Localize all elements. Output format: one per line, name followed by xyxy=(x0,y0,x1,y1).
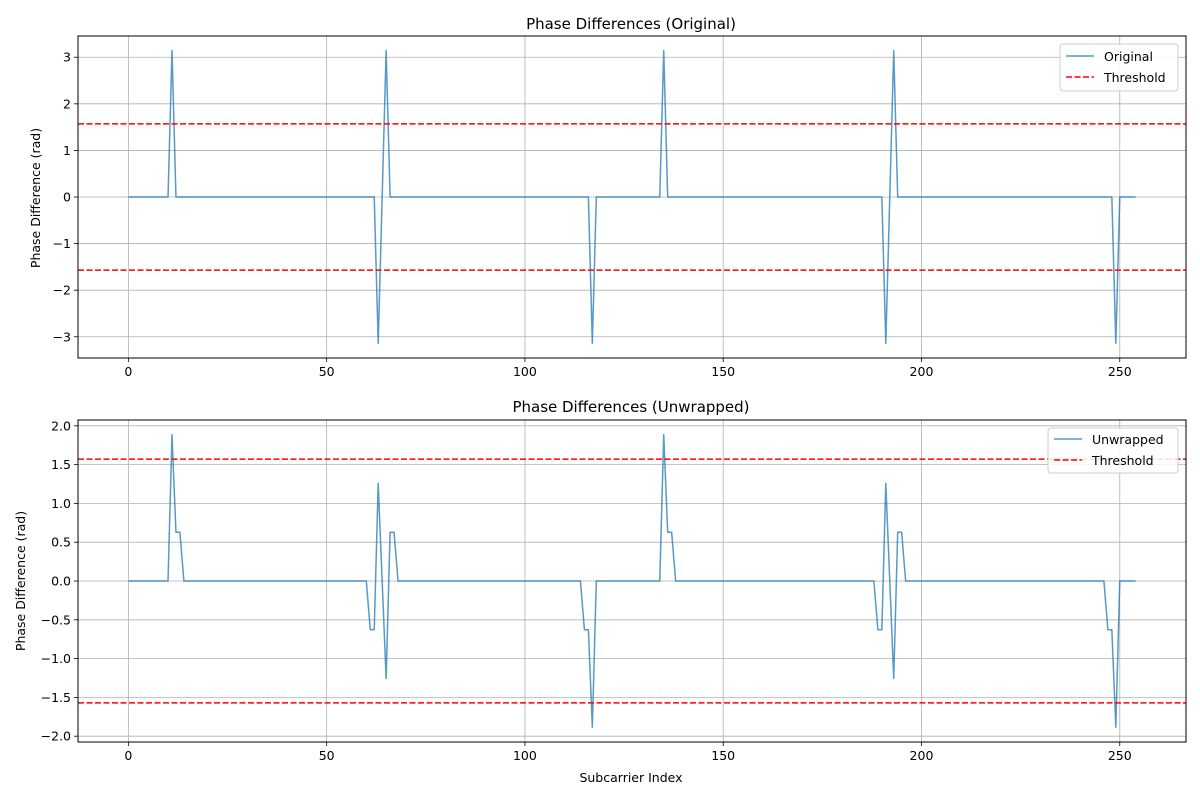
legend-entry-label: Threshold xyxy=(1103,70,1166,85)
y-tick-label: −2 xyxy=(53,283,71,298)
y-tick-label: 1 xyxy=(63,143,71,158)
x-tick-label: 100 xyxy=(513,748,537,763)
series-line-original xyxy=(128,49,1136,345)
x-tick-label: 200 xyxy=(910,748,934,763)
y-tick-label: 2.0 xyxy=(51,418,71,433)
legend: Unwrapped Threshold xyxy=(1047,427,1179,474)
y-tick-label: −1.0 xyxy=(41,651,71,666)
x-tick-label: 100 xyxy=(513,364,537,379)
x-tick-label: 50 xyxy=(319,748,335,763)
y-axis-label: Phase Difference (rad) xyxy=(28,128,43,268)
x-tick-label: 150 xyxy=(711,748,735,763)
series-line-unwrapped xyxy=(128,433,1136,729)
legend-entry-label: Original xyxy=(1104,49,1153,64)
y-tick-label: −0.5 xyxy=(41,612,71,627)
y-tick-label: 2 xyxy=(63,96,71,111)
y-tick-label: −1 xyxy=(53,236,71,251)
y-tick-label: 0.0 xyxy=(51,574,71,589)
x-axis-label: Subcarrier Index xyxy=(579,770,682,785)
x-tick-label: 150 xyxy=(711,364,735,379)
x-tick-label: 250 xyxy=(1108,364,1132,379)
x-tick-label: 0 xyxy=(124,748,132,763)
chart-title: Phase Differences (Original) xyxy=(526,15,736,33)
x-tick-label: 0 xyxy=(124,364,132,379)
plot-frame xyxy=(77,419,1187,743)
y-axis-label: Phase Difference (rad) xyxy=(13,511,28,651)
x-tick-label: 200 xyxy=(910,364,934,379)
x-tick-label: 250 xyxy=(1108,748,1132,763)
y-tick-label: −2.0 xyxy=(41,729,71,744)
y-tick-label: 1.0 xyxy=(51,496,71,511)
y-tick-label: 1.5 xyxy=(51,457,71,472)
y-tick-label: −1.5 xyxy=(41,690,71,705)
plot-frame xyxy=(77,35,1187,359)
y-tick-label: 0 xyxy=(63,190,71,205)
subplot-original: Phase Differences (Original) Phase Diffe… xyxy=(28,15,1187,379)
subplot-unwrapped: Phase Differences (Unwrapped) Phase Diff… xyxy=(13,398,1187,785)
y-tick-label: 3 xyxy=(63,50,71,65)
y-tick-label: 0.5 xyxy=(51,535,71,550)
x-tick-label: 50 xyxy=(319,364,335,379)
y-tick-label: −3 xyxy=(53,329,71,344)
legend: Original Threshold xyxy=(1059,43,1179,92)
legend-entry-label: Unwrapped xyxy=(1092,432,1164,447)
legend-entry-label: Threshold xyxy=(1091,453,1154,468)
chart-title: Phase Differences (Unwrapped) xyxy=(512,398,749,416)
